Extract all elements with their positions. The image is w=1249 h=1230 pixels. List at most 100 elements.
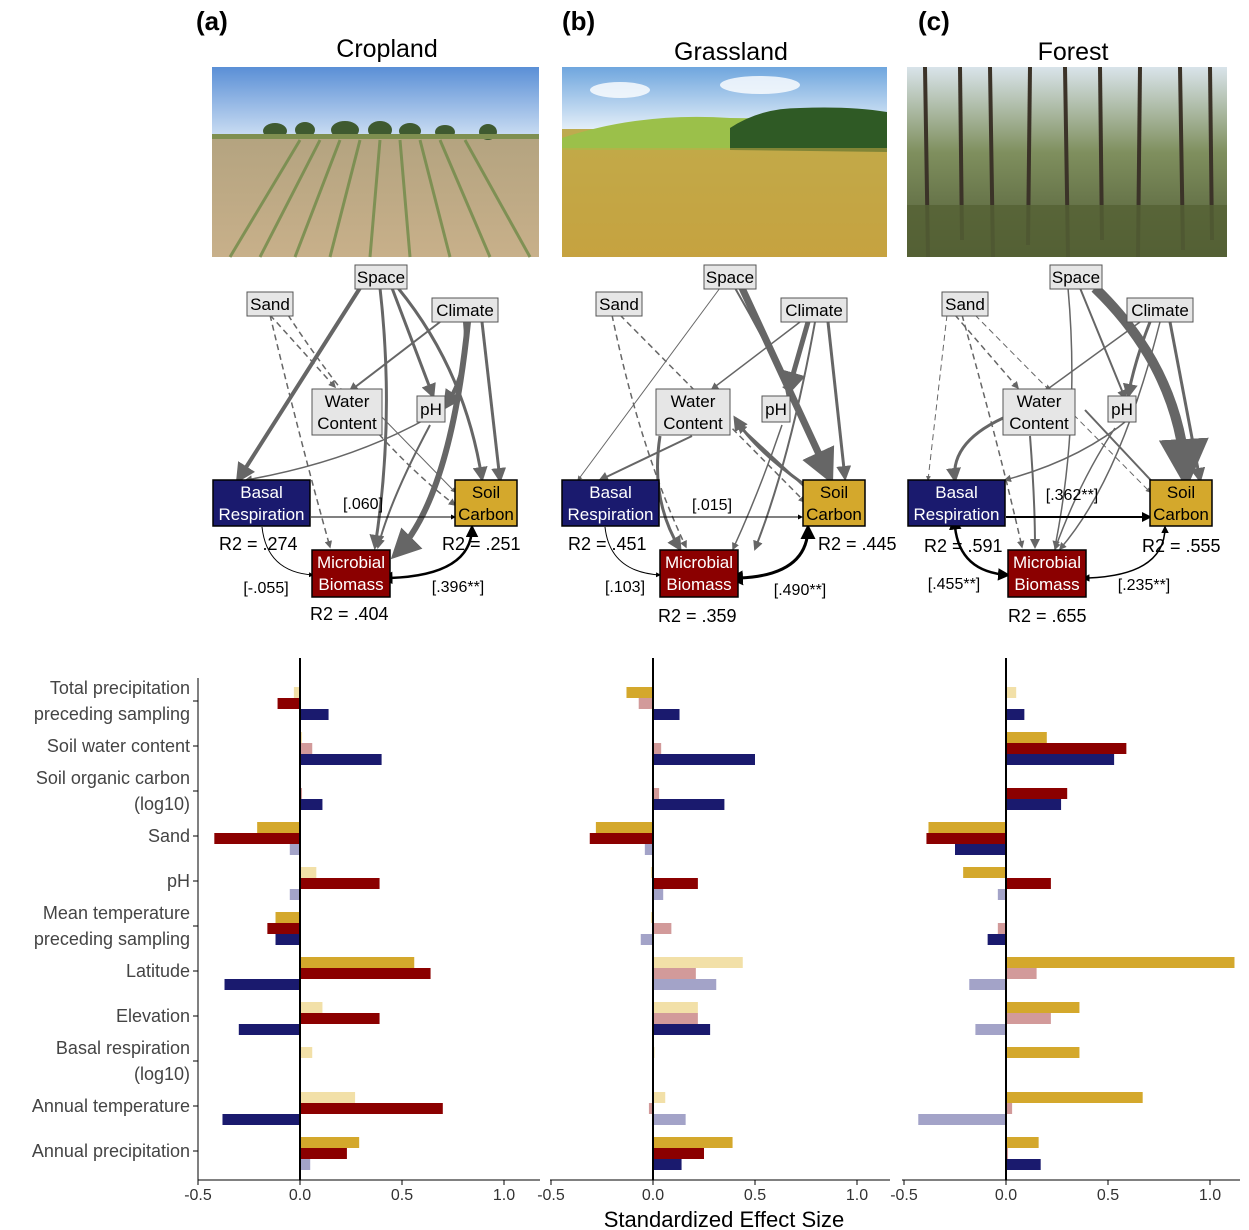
basal-node-label: Basal bbox=[240, 483, 283, 502]
bar-basal_respiration bbox=[222, 1114, 300, 1125]
path-arrow bbox=[1122, 321, 1152, 399]
bar-microbial_biomass bbox=[267, 923, 300, 934]
basal-node-label: Respiration bbox=[219, 505, 305, 524]
panel-title-cropland: Cropland bbox=[336, 35, 437, 63]
bar-microbial_biomass bbox=[1006, 1148, 1009, 1159]
bar-microbial_biomass bbox=[653, 1013, 698, 1024]
soil-node-label: Soil bbox=[820, 483, 848, 502]
soil-node-label: Soil bbox=[472, 483, 500, 502]
x-tick-label: -0.5 bbox=[890, 1187, 918, 1204]
ph-node-label: pH bbox=[1111, 400, 1133, 419]
bar-soil_carbon bbox=[653, 1002, 698, 1013]
category-label: Total precipitation bbox=[50, 678, 190, 698]
r2-basal: R2 = .274 bbox=[219, 534, 298, 554]
bar-microbial_biomass bbox=[1006, 743, 1127, 754]
space-node-box bbox=[1049, 264, 1103, 290]
basal-node-label: Basal bbox=[589, 483, 632, 502]
path-arrow bbox=[826, 321, 852, 481]
x-tick-label: 0.5 bbox=[744, 1187, 766, 1204]
panel-label-b: (b) bbox=[562, 6, 595, 36]
climate-node-box bbox=[1126, 297, 1194, 323]
bar-basal_respiration bbox=[300, 1159, 311, 1170]
bar-soil_carbon bbox=[653, 957, 743, 968]
microbial-node-label: Microbial bbox=[1013, 553, 1081, 572]
r2-microbial: R2 = .655 bbox=[1008, 606, 1087, 626]
category-label: Elevation bbox=[116, 1006, 190, 1026]
bar-basal_respiration bbox=[955, 844, 1006, 855]
x-tick-label: 0.0 bbox=[642, 1187, 664, 1204]
bar-basal_respiration bbox=[653, 754, 755, 765]
path-arrow bbox=[611, 314, 687, 549]
path-arrow bbox=[656, 435, 682, 552]
bar-microbial_biomass bbox=[1006, 878, 1051, 889]
x-tick-label: 1.0 bbox=[846, 1187, 868, 1204]
bar-soil_carbon bbox=[963, 867, 1006, 878]
bar-basal_respiration bbox=[238, 1024, 300, 1035]
path-arrow bbox=[1003, 417, 1131, 483]
bar-basal_respiration bbox=[640, 934, 653, 945]
water-node-label: Content bbox=[317, 414, 377, 433]
bar-basal_respiration bbox=[300, 709, 329, 720]
category-label: preceding sampling bbox=[34, 929, 190, 949]
panel-title-forest: Forest bbox=[1038, 38, 1109, 66]
bar-basal_respiration bbox=[300, 754, 382, 765]
bar-soil_carbon bbox=[293, 687, 300, 698]
water-node-label: Content bbox=[663, 414, 723, 433]
category-label: Soil water content bbox=[47, 736, 190, 756]
r2-soil: R2 = .555 bbox=[1142, 536, 1221, 556]
coef-basal-micro: [.103] bbox=[605, 579, 645, 596]
category-label: preceding sampling bbox=[34, 704, 190, 724]
category-label: Basal respiration bbox=[56, 1038, 190, 1058]
r2-basal: R2 = .591 bbox=[924, 536, 1003, 556]
panel-label-a: (a) bbox=[196, 6, 228, 36]
path-arrow bbox=[1043, 321, 1141, 392]
bar-soil_carbon bbox=[653, 1137, 733, 1148]
category-label: Sand bbox=[148, 826, 190, 846]
microbial-node-label: Biomass bbox=[666, 575, 731, 594]
bar-soil_carbon bbox=[1006, 957, 1235, 968]
bar-soil_carbon bbox=[653, 1092, 666, 1103]
bar-basal_respiration bbox=[653, 1024, 711, 1035]
bar-soil_carbon bbox=[928, 822, 1006, 833]
microbial-node-box bbox=[659, 549, 739, 598]
ph-node-box bbox=[416, 395, 446, 423]
panel-a-header: (a) Cropland bbox=[196, 6, 438, 63]
path-arrow bbox=[369, 287, 388, 550]
space-node-label: Space bbox=[1052, 268, 1100, 287]
bar-basal_respiration bbox=[969, 979, 1006, 990]
coef-micro-soil: [.490**] bbox=[774, 582, 826, 599]
microbial-node-label: Microbial bbox=[665, 553, 733, 572]
x-tick-label: 0.5 bbox=[391, 1187, 413, 1204]
bar-soil_carbon bbox=[650, 867, 653, 878]
bar-soil_carbon bbox=[300, 1137, 360, 1148]
ph-node-label: pH bbox=[765, 400, 787, 419]
panel-c-header: (c) Forest bbox=[918, 6, 1108, 66]
bar-basal_respiration bbox=[224, 979, 300, 990]
basal-node-box bbox=[907, 479, 1006, 527]
bar-basal_respiration bbox=[653, 979, 717, 990]
coef-basal-micro: [-.055] bbox=[243, 580, 288, 597]
bar-basal_respiration bbox=[1006, 799, 1062, 810]
soil-node-label: Carbon bbox=[1153, 505, 1209, 524]
bar-soil_carbon bbox=[300, 1002, 323, 1013]
path-arrow bbox=[781, 321, 811, 397]
coef-micro-soil: [.235**] bbox=[1118, 577, 1170, 594]
bar-soil_carbon bbox=[1006, 1047, 1080, 1058]
path-arrow bbox=[577, 287, 721, 481]
sand-node-label: Sand bbox=[599, 295, 639, 314]
category-label: Annual precipitation bbox=[32, 1141, 190, 1161]
r2-basal: R2 = .451 bbox=[568, 534, 647, 554]
basal-node-label: Respiration bbox=[568, 505, 654, 524]
bar-microbial_biomass bbox=[1006, 788, 1068, 799]
sand-node-box bbox=[941, 291, 989, 317]
bar-soil_carbon bbox=[300, 1092, 356, 1103]
bar-microbial_biomass bbox=[300, 968, 431, 979]
bar-microbial_biomass bbox=[300, 1148, 347, 1159]
path-arrow bbox=[269, 314, 332, 549]
coef-micro-soil: [.396**] bbox=[432, 579, 484, 596]
bar-microbial_biomass bbox=[653, 923, 672, 934]
x-axis-title: Standardized Effect Size bbox=[604, 1207, 845, 1230]
bar-microbial_biomass bbox=[277, 698, 300, 709]
forest-photo bbox=[907, 66, 1227, 258]
x-tick-label: 1.0 bbox=[493, 1187, 515, 1204]
